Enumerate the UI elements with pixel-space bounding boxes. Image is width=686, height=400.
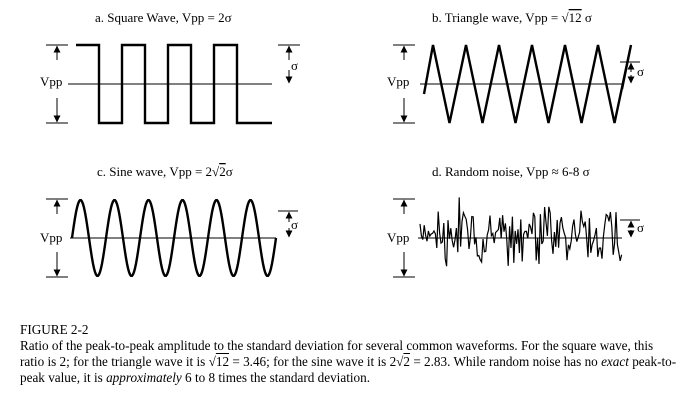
vpp-label: Vpp <box>387 74 409 89</box>
caption-body: Ratio of the peak-to-peak amplitude to t… <box>20 338 677 385</box>
square-wave-trace <box>76 43 272 125</box>
figure-caption: FIGURE 2-2 Ratio of the peak-to-peak amp… <box>20 322 680 386</box>
vpp-label: Vpp <box>40 230 62 245</box>
vpp-label: Vpp <box>387 230 409 245</box>
panel-b-title: b. Triangle wave, Vpp = √12 σ <box>432 10 592 25</box>
sigma-label: σ <box>291 58 298 73</box>
sine-wave-trace <box>70 198 278 277</box>
sigma-label: σ <box>637 64 644 79</box>
triangle-wave-trace <box>422 44 633 124</box>
panel-c-title: c. Sine wave, Vpp = 2√2σ <box>97 164 233 179</box>
panel-d-random-noise: d. Random noise, Vpp ≈ 6-8 σ Vpp σ <box>387 164 644 278</box>
waveform-figure: a. Square Wave, Vpp = 2σ Vpp σ b. Triang… <box>40 10 644 278</box>
panel-c-sine-wave: c. Sine wave, Vpp = 2√2σ Vpp σ <box>40 164 298 278</box>
panel-b-triangle-wave: b. Triangle wave, Vpp = √12 σ Vpp σ <box>387 10 644 124</box>
sigma-label: σ <box>291 217 298 232</box>
panel-d-title: d. Random noise, Vpp ≈ 6-8 σ <box>432 164 590 179</box>
panel-a-title: a. Square Wave, Vpp = 2σ <box>95 10 232 25</box>
noise-trace <box>419 197 623 267</box>
vpp-label: Vpp <box>40 74 62 89</box>
caption-heading: FIGURE 2-2 <box>20 322 89 337</box>
sigma-label: σ <box>637 220 644 235</box>
panel-a-square-wave: a. Square Wave, Vpp = 2σ Vpp σ <box>40 10 300 125</box>
